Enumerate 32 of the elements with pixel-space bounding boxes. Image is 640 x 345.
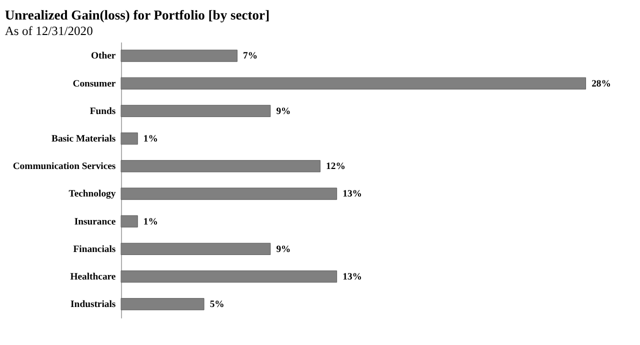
y-tick-label: Industrials	[70, 299, 116, 310]
data-label: 13%	[342, 271, 362, 282]
data-label: 12%	[326, 161, 346, 172]
data-label: 9%	[276, 106, 291, 117]
y-tick-label: Consumer	[72, 78, 116, 90]
y-tick-label: Communication Services	[12, 161, 116, 172]
data-label: 7%	[243, 50, 258, 62]
data-label: 5%	[210, 299, 224, 310]
y-tick-label: Financials	[73, 244, 116, 255]
chart-title: Unrealized Gain(loss) for Portfolio [by sector]	[4, 8, 270, 23]
data-label: 28%	[592, 78, 611, 90]
data-label: 13%	[342, 188, 362, 200]
y-tick-label: Insurance	[74, 216, 116, 228]
bar	[120, 104, 271, 118]
chart-subtitle: As of 12/31/2020	[4, 24, 93, 38]
bar	[120, 215, 138, 228]
bar	[120, 132, 138, 145]
y-tick-label: Basic Materials	[52, 133, 116, 144]
y-tick-label: Technology	[68, 188, 116, 200]
y-tick-label: Other	[90, 50, 116, 62]
bar	[120, 242, 271, 255]
data-label: 1%	[143, 133, 158, 144]
bar	[120, 77, 586, 90]
bar	[120, 270, 338, 283]
bar	[120, 160, 320, 172]
bar	[120, 298, 204, 310]
data-label: 9%	[276, 244, 291, 255]
bar	[120, 50, 238, 62]
bar	[120, 188, 338, 200]
y-tick-label: Healthcare	[70, 271, 116, 282]
y-tick-label: Funds	[90, 106, 116, 117]
data-label: 1%	[143, 216, 158, 228]
